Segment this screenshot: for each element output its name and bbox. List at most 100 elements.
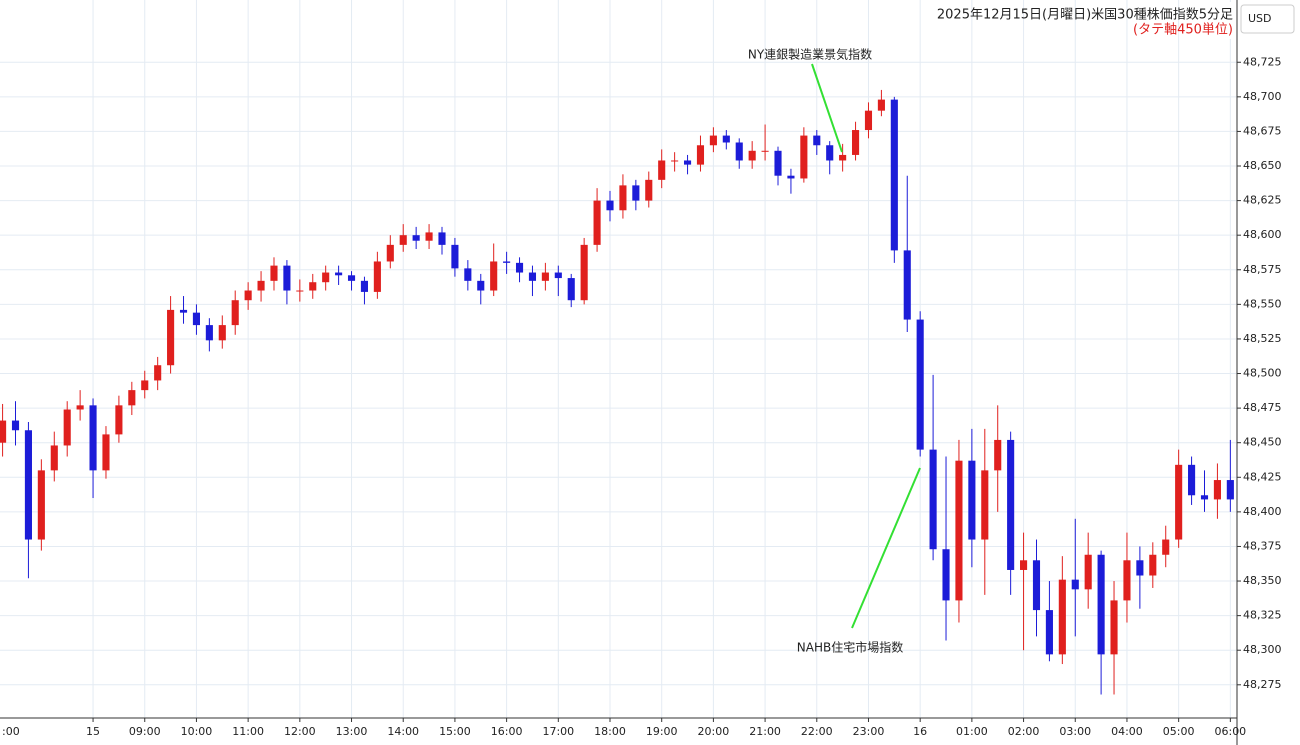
candle-body	[1084, 554, 1092, 590]
annotation: NAHB住宅市場指数	[797, 640, 903, 655]
currency-label: USD	[1248, 12, 1272, 25]
candle-body	[890, 99, 898, 251]
y-tick-label: 48,425	[1243, 470, 1282, 483]
candle-body	[929, 449, 937, 550]
x-tick-label: 09:00	[129, 725, 161, 738]
candles	[0, 89, 1234, 695]
x-tick-label: 15:00	[439, 725, 471, 738]
chart-subtitle: (タテ軸450単位)	[1133, 22, 1233, 38]
y-tick-label: 48,475	[1243, 401, 1282, 414]
candle-body	[528, 272, 537, 281]
x-tick-label: 22:00	[801, 725, 833, 738]
candle-body	[451, 244, 459, 269]
candle-body	[1071, 579, 1079, 590]
candle-body	[335, 272, 343, 276]
candle-body	[257, 280, 265, 291]
x-tick-label: 16:00	[491, 725, 523, 738]
candle-body	[179, 309, 188, 313]
candle-body	[735, 142, 743, 161]
candle-body	[438, 232, 446, 245]
candle-body	[296, 290, 304, 292]
candle-body	[981, 470, 989, 540]
y-tick-label: 48,375	[1243, 539, 1282, 552]
y-tick-label: 48,650	[1243, 159, 1282, 172]
candle-body	[619, 185, 627, 211]
candle-body	[11, 420, 20, 431]
candle-body	[709, 135, 717, 146]
candle-body	[412, 235, 420, 241]
candle-body	[942, 549, 950, 601]
candle-body	[1020, 560, 1028, 570]
candle-body	[787, 175, 795, 179]
y-tick-label: 48,400	[1243, 505, 1282, 518]
candle-body	[50, 445, 58, 471]
candle-body	[309, 282, 317, 291]
y-tick-label: 48,325	[1243, 609, 1282, 622]
candle-body	[425, 232, 433, 241]
candle-body	[1188, 464, 1196, 496]
x-tick-label: 17:00	[542, 725, 574, 738]
candle-body	[399, 235, 407, 245]
x-tick-label: 14:00	[387, 725, 419, 738]
annotation: NY連銀製造業景気指数	[748, 47, 872, 62]
candle-body	[580, 244, 588, 301]
candle-body	[864, 110, 873, 131]
candle-body	[205, 325, 213, 341]
y-tick-label: 48,625	[1243, 194, 1282, 207]
candle-body	[826, 145, 834, 161]
candle-body	[1136, 560, 1144, 576]
y-tick-label: 48,525	[1243, 332, 1282, 345]
x-tick-label: 20:00	[698, 725, 730, 738]
candle-body	[658, 160, 666, 180]
candle-body	[903, 250, 911, 320]
candle-body	[541, 272, 549, 281]
x-tick-label: 18:00	[594, 725, 626, 738]
candle-body	[515, 262, 524, 273]
candle-body	[1149, 554, 1157, 576]
candle-body	[877, 99, 885, 111]
candle-body	[955, 460, 963, 601]
x-tick-label: 06:00	[1214, 725, 1246, 738]
candle-body	[1226, 480, 1234, 500]
candle-body	[1045, 610, 1053, 655]
candle-body	[696, 145, 705, 165]
candle-body	[218, 325, 226, 341]
candle-body	[839, 154, 847, 161]
y-tick-label: 48,500	[1243, 367, 1282, 380]
candle-body	[76, 405, 84, 410]
candle-body	[244, 290, 252, 301]
candle-body	[102, 434, 110, 471]
x-tick-label: :00	[2, 725, 20, 738]
candle-body	[37, 470, 45, 540]
candle-body	[141, 380, 149, 391]
candle-body	[722, 135, 730, 143]
x-tick-label: 03:00	[1059, 725, 1091, 738]
candle-body	[593, 200, 601, 245]
candle-body	[1097, 554, 1105, 655]
candle-body	[567, 278, 575, 301]
candle-body	[852, 130, 860, 155]
candle-body	[554, 272, 562, 279]
candle-body	[683, 160, 692, 165]
candle-body	[0, 420, 7, 443]
candle-body	[1007, 439, 1015, 570]
x-tick-label: 21:00	[749, 725, 781, 738]
annotation-line	[811, 63, 843, 153]
chart-title: 2025年12月15日(月曜日)米国30種株価指数5分足	[937, 7, 1233, 23]
x-tick-label: 15	[86, 725, 100, 738]
candle-body	[503, 261, 511, 263]
candle-body	[1032, 560, 1041, 611]
x-tick-label: 16	[913, 725, 927, 738]
currency-box	[1240, 4, 1295, 34]
candle-body	[632, 185, 640, 201]
candle-body	[968, 460, 976, 540]
candle-body	[813, 135, 821, 146]
y-tick-label: 48,725	[1243, 55, 1282, 68]
candle-body	[283, 265, 291, 291]
candle-body	[1175, 464, 1183, 540]
candle-body	[490, 261, 498, 291]
candle-body	[373, 261, 381, 292]
y-tick-label: 48,600	[1243, 228, 1282, 241]
